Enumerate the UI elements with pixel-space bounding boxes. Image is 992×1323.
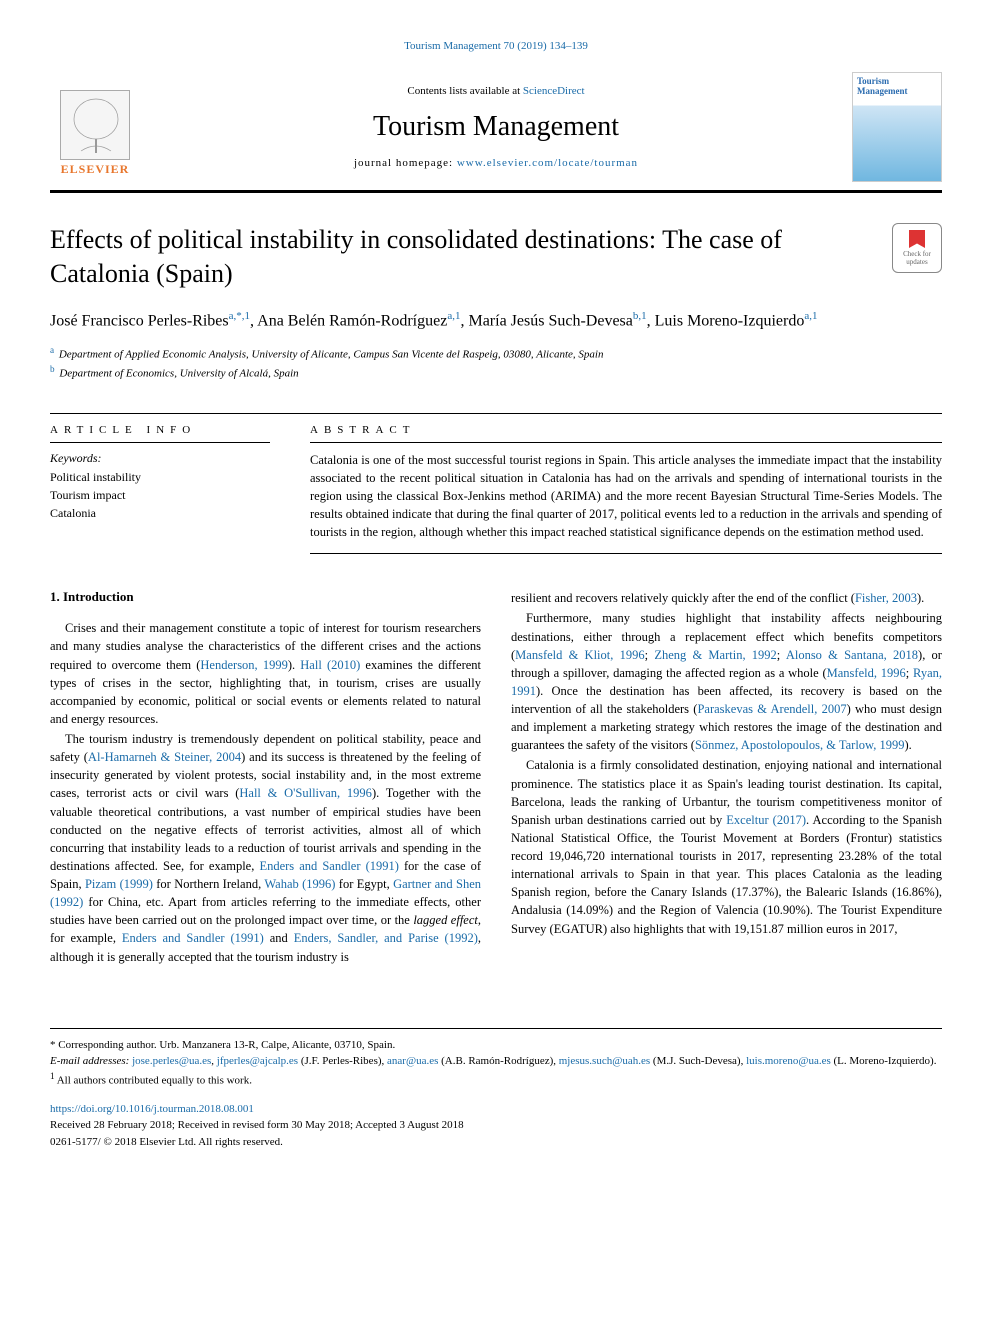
homepage-link[interactable]: www.elsevier.com/locate/tourman <box>457 157 638 169</box>
body-column-left: 1. Introduction Crises and their managem… <box>50 589 481 967</box>
doi-block: https://doi.org/10.1016/j.tourman.2018.0… <box>50 1101 942 1151</box>
contribution-note: 1 All authors contributed equally to thi… <box>50 1070 942 1089</box>
body-column-right: resilient and recovers relatively quickl… <box>511 589 942 967</box>
homepage-line: journal homepage: www.elsevier.com/locat… <box>140 157 852 169</box>
body-paragraph: Catalonia is a firmly consolidated desti… <box>511 756 942 937</box>
homepage-prefix: journal homepage: <box>354 157 457 169</box>
article-title: Effects of political instability in cons… <box>50 223 872 291</box>
received-line: Received 28 February 2018; Received in r… <box>50 1117 942 1134</box>
elsevier-logo: ELSEVIER <box>50 77 140 177</box>
keyword: Catalonia <box>50 504 270 522</box>
journal-title: Tourism Management <box>140 111 852 143</box>
body-paragraph: Furthermore, many studies highlight that… <box>511 609 942 754</box>
issn-line: 0261-5177/ © 2018 Elsevier Ltd. All righ… <box>50 1134 942 1151</box>
footer: * Corresponding author. Urb. Manzanera 1… <box>50 1028 942 1089</box>
contribution-text: All authors contributed equally to this … <box>57 1074 252 1086</box>
authors: José Francisco Perles-Ribesa,*,1, Ana Be… <box>50 309 942 333</box>
corresponding-author: * Corresponding author. Urb. Manzanera 1… <box>50 1037 942 1054</box>
elsevier-tree-icon <box>60 90 130 160</box>
keywords-list: Political instabilityTourism impactCatal… <box>50 468 270 522</box>
body-paragraph: Crises and their management constitute a… <box>50 619 481 728</box>
affiliation-line: a Department of Applied Economic Analysi… <box>50 344 942 363</box>
doi-link[interactable]: https://doi.org/10.1016/j.tourman.2018.0… <box>50 1103 254 1115</box>
updates-line2: updates <box>906 258 927 266</box>
abstract-text: Catalonia is one of the most successful … <box>310 451 942 542</box>
journal-cover-thumb: Tourism Management <box>852 72 942 182</box>
footnote-sup: 1 <box>50 1071 55 1081</box>
keyword: Tourism impact <box>50 486 270 504</box>
elsevier-wordmark: ELSEVIER <box>61 162 130 177</box>
intro-heading: 1. Introduction <box>50 589 481 605</box>
running-head: Tourism Management 70 (2019) 134–139 <box>50 40 942 52</box>
journal-header: ELSEVIER Contents lists available at Sci… <box>50 72 942 193</box>
affiliations: a Department of Applied Economic Analysi… <box>50 344 942 382</box>
article-info-label: ARTICLE INFO <box>50 414 270 443</box>
contents-prefix: Contents lists available at <box>407 85 522 97</box>
abstract-rule <box>310 553 942 554</box>
body-paragraph: resilient and recovers relatively quickl… <box>511 589 942 607</box>
keyword: Political instability <box>50 468 270 486</box>
body-paragraph: The tourism industry is tremendously dep… <box>50 730 481 966</box>
updates-line1: Check for <box>903 250 931 258</box>
emails-label: E-mail addresses: <box>50 1055 132 1067</box>
contents-line: Contents lists available at ScienceDirec… <box>140 85 852 97</box>
check-updates-badge[interactable]: Check for updates <box>892 223 942 273</box>
sciencedirect-link[interactable]: ScienceDirect <box>523 85 585 97</box>
abstract-label: ABSTRACT <box>310 414 942 443</box>
affiliation-line: b Department of Economics, University of… <box>50 363 942 382</box>
keywords-heading: Keywords: <box>50 451 270 466</box>
email-line: E-mail addresses: jose.perles@ua.es, jfp… <box>50 1053 942 1070</box>
cover-title: Tourism Management <box>857 77 937 97</box>
bookmark-icon <box>909 230 925 248</box>
